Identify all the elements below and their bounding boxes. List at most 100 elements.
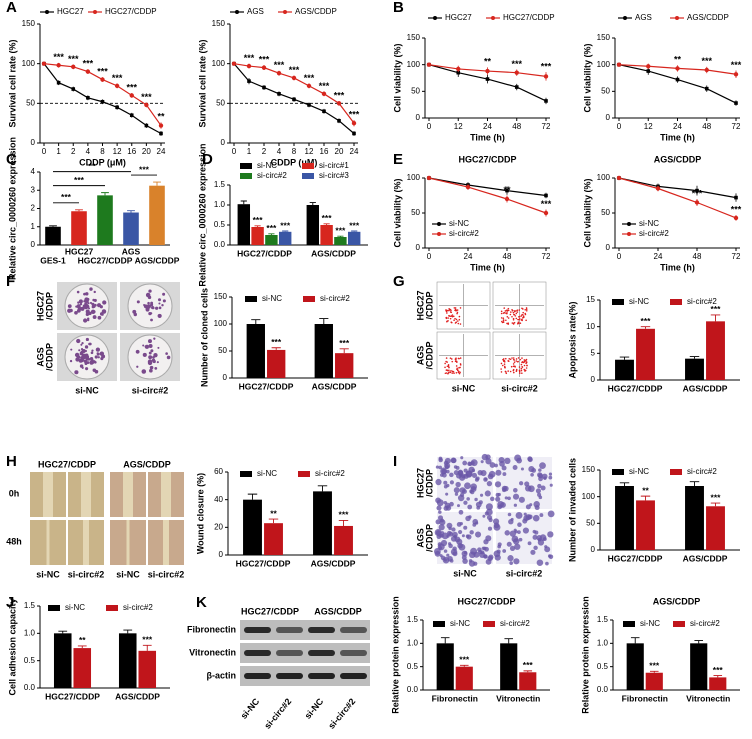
error-bar bbox=[339, 348, 349, 354]
y-tick-label: 100 bbox=[22, 59, 36, 68]
y-tick-label: 5 bbox=[591, 348, 596, 357]
event bbox=[509, 358, 512, 361]
y-tick-label: 100 bbox=[597, 173, 611, 182]
cell bbox=[464, 482, 471, 490]
bar bbox=[685, 358, 704, 380]
cell bbox=[504, 530, 510, 536]
significance: *** bbox=[74, 175, 85, 185]
event bbox=[512, 358, 515, 361]
colony bbox=[84, 345, 89, 349]
x-tick-label: AGS/CDDP bbox=[311, 558, 356, 568]
event bbox=[453, 372, 455, 375]
col-label: si-circ#2 bbox=[132, 385, 169, 395]
event bbox=[524, 369, 527, 372]
cell bbox=[463, 473, 469, 479]
legend-label: si-circ#3 bbox=[319, 171, 349, 180]
event bbox=[454, 308, 457, 311]
cell bbox=[502, 549, 507, 553]
band bbox=[340, 627, 367, 633]
row-label: HGC27 bbox=[415, 290, 425, 320]
legend-swatch bbox=[240, 173, 252, 179]
panel-letter: B bbox=[393, 0, 404, 16]
cell bbox=[468, 560, 476, 567]
event bbox=[505, 371, 507, 373]
bar bbox=[626, 643, 644, 690]
error-bar bbox=[271, 347, 281, 350]
event bbox=[517, 322, 519, 325]
point bbox=[456, 70, 461, 75]
cell bbox=[518, 496, 525, 503]
point bbox=[616, 62, 622, 67]
event bbox=[512, 317, 515, 320]
x-tick-label: 20 bbox=[142, 147, 151, 156]
event bbox=[458, 315, 461, 318]
colony bbox=[148, 355, 152, 359]
significance: *** bbox=[701, 56, 712, 66]
bar bbox=[645, 672, 663, 690]
cell bbox=[538, 495, 543, 500]
error-bar bbox=[713, 675, 723, 678]
event bbox=[454, 360, 457, 363]
event bbox=[518, 372, 521, 374]
error-bar bbox=[240, 200, 247, 205]
band bbox=[276, 650, 303, 656]
significance: *** bbox=[142, 635, 153, 645]
event bbox=[524, 308, 527, 311]
wound bbox=[46, 520, 50, 565]
y-tick-label: 150 bbox=[212, 19, 226, 28]
row-label: /CDDP bbox=[424, 341, 434, 369]
point bbox=[115, 105, 119, 110]
cell bbox=[495, 492, 500, 497]
point bbox=[262, 85, 266, 90]
error-bar bbox=[710, 314, 721, 322]
colony bbox=[150, 318, 153, 322]
significance: ** bbox=[79, 635, 86, 645]
cell bbox=[449, 480, 454, 485]
cell bbox=[486, 508, 493, 516]
cell bbox=[523, 512, 527, 516]
cell bbox=[474, 497, 478, 502]
cell bbox=[513, 487, 518, 493]
event bbox=[514, 315, 517, 317]
cell bbox=[441, 532, 449, 540]
colony bbox=[145, 307, 150, 312]
bar bbox=[690, 643, 708, 690]
legend-swatch bbox=[673, 621, 685, 627]
point bbox=[646, 64, 651, 69]
event bbox=[512, 323, 515, 325]
legend-marker bbox=[623, 16, 627, 20]
cell bbox=[473, 561, 478, 566]
y-axis-label: Cell viability (%) bbox=[582, 178, 592, 247]
event bbox=[512, 311, 515, 314]
y-tick-label: 0 bbox=[31, 138, 36, 147]
event bbox=[500, 368, 502, 370]
point bbox=[616, 175, 622, 181]
header: HGC27/CDDP bbox=[38, 459, 96, 469]
bar bbox=[615, 486, 634, 550]
legend-marker bbox=[437, 222, 441, 226]
legend-swatch bbox=[623, 621, 635, 627]
colony bbox=[166, 355, 171, 360]
x-axis-label: CDDP (μM) bbox=[79, 157, 126, 167]
significance: *** bbox=[523, 660, 534, 670]
wound bbox=[163, 520, 169, 565]
event bbox=[507, 307, 510, 310]
legend-swatch bbox=[48, 605, 60, 611]
bar bbox=[500, 643, 518, 690]
cell bbox=[443, 558, 447, 562]
cell bbox=[435, 497, 441, 504]
x-tick-label: HGC27/CDDP bbox=[237, 248, 292, 258]
x-tick-label: 48 bbox=[512, 122, 521, 131]
y-tick-label: 1.0 bbox=[407, 638, 419, 647]
event bbox=[506, 309, 509, 312]
legend-marker bbox=[491, 16, 495, 20]
legend-label: si-circ#2 bbox=[449, 229, 479, 238]
cell bbox=[497, 501, 505, 508]
event bbox=[515, 358, 518, 360]
event bbox=[445, 369, 448, 371]
event bbox=[454, 307, 457, 309]
event bbox=[503, 365, 506, 368]
x-tick-label: AGS/CDDP bbox=[115, 691, 160, 701]
event bbox=[525, 319, 527, 322]
chart-title: HGC27/CDDP bbox=[457, 596, 515, 606]
